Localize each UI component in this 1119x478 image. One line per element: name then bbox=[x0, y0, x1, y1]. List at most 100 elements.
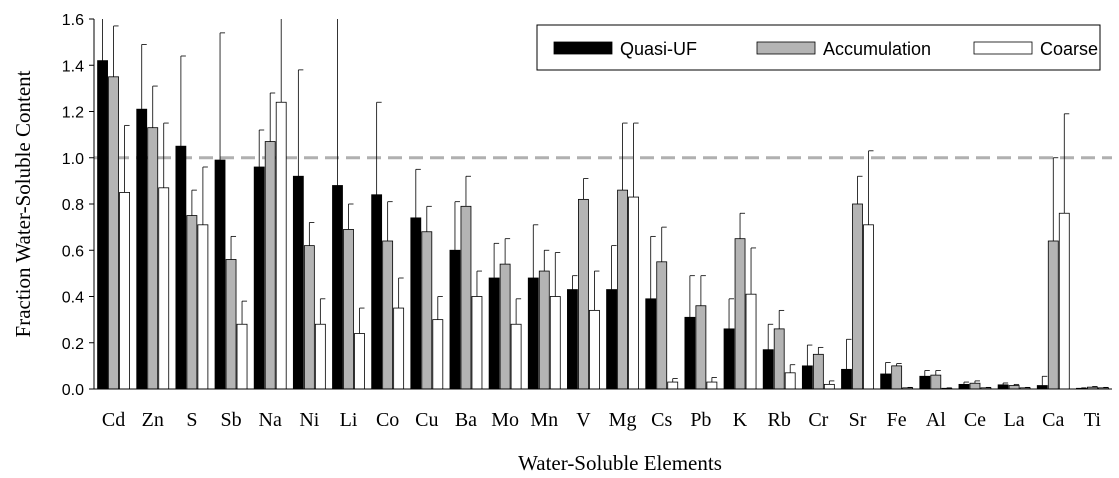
bar bbox=[186, 215, 198, 390]
bar bbox=[919, 375, 931, 390]
bar bbox=[292, 175, 304, 390]
bar bbox=[589, 309, 600, 390]
bar bbox=[706, 381, 718, 390]
x-tick-label: Ni bbox=[299, 409, 319, 431]
bar bbox=[460, 205, 472, 390]
bar bbox=[97, 60, 108, 390]
bar bbox=[264, 141, 276, 390]
bar bbox=[549, 296, 561, 390]
bar bbox=[695, 305, 707, 390]
bar bbox=[236, 323, 248, 390]
bar bbox=[471, 296, 483, 390]
bar bbox=[863, 224, 874, 390]
bar bbox=[723, 328, 735, 390]
legend-swatch bbox=[553, 41, 613, 55]
bar bbox=[930, 374, 942, 390]
bar bbox=[175, 145, 187, 390]
y-axis-title: Fraction Water-Soluble Content bbox=[11, 70, 35, 337]
bar bbox=[499, 263, 511, 390]
bar bbox=[745, 293, 757, 390]
bar bbox=[762, 349, 774, 390]
bar bbox=[449, 249, 461, 390]
bar bbox=[1047, 240, 1059, 390]
bar bbox=[969, 382, 981, 390]
bar bbox=[841, 368, 852, 390]
y-tick-label: 0.2 bbox=[62, 336, 84, 353]
y-tick-label: 0.8 bbox=[62, 197, 84, 214]
x-tick-label: Ce bbox=[964, 409, 986, 431]
bar bbox=[1058, 212, 1070, 390]
bar bbox=[958, 383, 970, 390]
x-tick-label: Mn bbox=[530, 409, 558, 431]
bar bbox=[823, 383, 835, 390]
bar bbox=[812, 353, 824, 390]
bar bbox=[667, 381, 679, 390]
x-tick-label: Li bbox=[340, 409, 358, 431]
x-axis: Cd Zn S Sb Na Ni Li Co Cu Ba Mo Mn V Mg Cs Pb K Rb Cr Sr Fe A… bbox=[94, 388, 1112, 431]
bar bbox=[734, 238, 746, 390]
bar bbox=[628, 196, 639, 390]
x-axis-title: Water-Soluble Elements bbox=[518, 451, 722, 475]
bar bbox=[578, 198, 589, 390]
x-tick-label: Co bbox=[376, 409, 399, 431]
legend-swatch bbox=[756, 41, 816, 55]
x-tick-label: Ba bbox=[455, 409, 477, 431]
x-tick-label: Mo bbox=[491, 409, 519, 431]
bar bbox=[538, 270, 550, 390]
legend-swatch bbox=[973, 41, 1033, 55]
bar bbox=[225, 259, 237, 390]
legend-label: Coarse bbox=[1040, 39, 1098, 59]
x-tick-label: S bbox=[186, 409, 197, 431]
y-tick-label: 1.2 bbox=[62, 105, 84, 122]
y-axis: 0.0 0.2 0.4 0.6 0.8 1.0 1.2 1.4 1.6 bbox=[62, 12, 95, 399]
y-tick-label: 0.0 bbox=[62, 382, 84, 399]
bar bbox=[997, 384, 1009, 390]
bar bbox=[617, 189, 628, 390]
x-tick-label: K bbox=[733, 409, 748, 431]
legend: Quasi-UF Accumulation Coarse bbox=[536, 24, 1101, 71]
x-tick-label: Pb bbox=[690, 409, 711, 431]
legend-label: Accumulation bbox=[823, 39, 931, 59]
bar bbox=[421, 231, 433, 390]
bar bbox=[880, 373, 892, 390]
bar bbox=[354, 333, 365, 390]
bar bbox=[275, 101, 287, 390]
bar bbox=[303, 245, 315, 390]
x-tick-label: Zn bbox=[142, 409, 164, 431]
bar bbox=[147, 127, 159, 390]
bar bbox=[773, 328, 785, 390]
x-tick-label: Cd bbox=[102, 409, 125, 431]
bar bbox=[1036, 385, 1048, 390]
bar bbox=[314, 323, 326, 390]
plot-area bbox=[94, 19, 1112, 390]
bar bbox=[371, 194, 383, 390]
x-tick-label: Sr bbox=[849, 409, 867, 431]
x-tick-label: Sb bbox=[220, 409, 241, 431]
bar bbox=[332, 185, 343, 390]
bar bbox=[382, 240, 394, 390]
bar bbox=[488, 277, 500, 390]
bar bbox=[527, 277, 539, 390]
y-tick-label: 0.4 bbox=[62, 290, 84, 307]
bar bbox=[801, 365, 813, 390]
x-tick-label: Mg bbox=[609, 409, 637, 431]
x-tick-label: Rb bbox=[768, 409, 791, 431]
x-tick-label: V bbox=[576, 409, 591, 431]
x-tick-label: Cs bbox=[651, 409, 672, 431]
bar bbox=[108, 76, 119, 390]
x-tick-label: Al bbox=[926, 409, 946, 431]
bar bbox=[1008, 385, 1020, 390]
x-tick-label: Cu bbox=[415, 409, 438, 431]
bar bbox=[393, 307, 405, 390]
x-tick-label: Fe bbox=[887, 409, 907, 431]
bar bbox=[645, 298, 657, 390]
x-tick-label: La bbox=[1004, 409, 1025, 431]
x-tick-label: Ca bbox=[1042, 409, 1064, 431]
bar bbox=[343, 229, 354, 390]
y-tick-label: 1.6 bbox=[62, 12, 84, 29]
y-tick-label: 1.0 bbox=[62, 151, 84, 168]
bar bbox=[214, 159, 226, 390]
bar bbox=[891, 365, 903, 390]
bar bbox=[119, 192, 130, 390]
